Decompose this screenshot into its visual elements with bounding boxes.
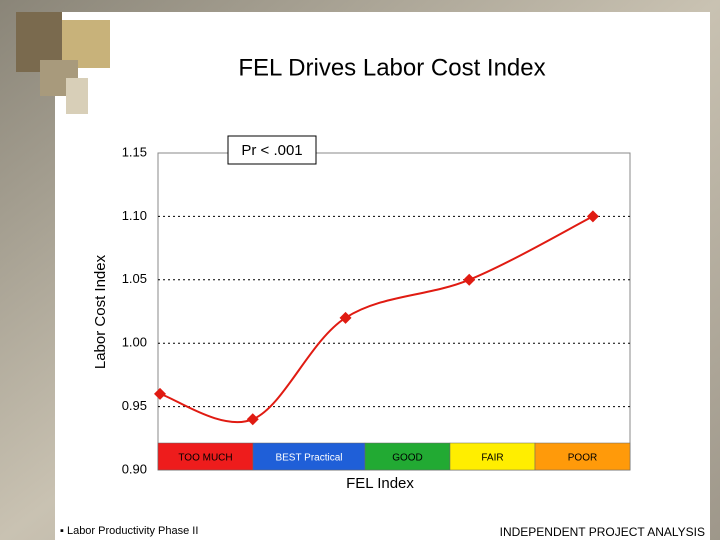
data-point — [586, 210, 599, 223]
chart-title: FEL Drives Labor Cost Index — [238, 54, 545, 81]
band — [534, 442, 631, 471]
band — [364, 442, 451, 471]
data-point — [246, 413, 259, 426]
band — [252, 442, 366, 471]
band-label: TOO MUCH — [178, 453, 232, 464]
band-label: POOR — [568, 453, 597, 464]
logo-images — [16, 12, 110, 114]
band — [449, 442, 536, 471]
annotation-box — [227, 135, 317, 165]
band — [157, 442, 254, 471]
y-tick-label: 1.15 — [122, 144, 147, 159]
band-label: GOOD — [392, 453, 423, 464]
y-tick-label: 0.95 — [122, 398, 147, 413]
y-axis-label: Labor Cost Index — [92, 254, 109, 369]
y-tick-label: 1.00 — [122, 335, 147, 350]
footer-left: ▪ Labor Productivity Phase II — [60, 525, 198, 537]
footer-right: INDEPENDENT PROJECT ANALYSIS — [500, 525, 705, 539]
x-axis-label: FEL Index — [346, 475, 414, 492]
data-point — [339, 311, 352, 324]
y-tick-label: 0.90 — [122, 461, 147, 476]
annotation: Pr < .001 — [241, 142, 302, 159]
band-label: FAIR — [481, 453, 503, 464]
y-tick-label: 1.05 — [122, 271, 147, 286]
band-label: BEST Practical — [275, 453, 342, 464]
data-point — [463, 273, 476, 286]
y-tick-label: 1.10 — [122, 208, 147, 223]
data-point — [154, 387, 166, 400]
